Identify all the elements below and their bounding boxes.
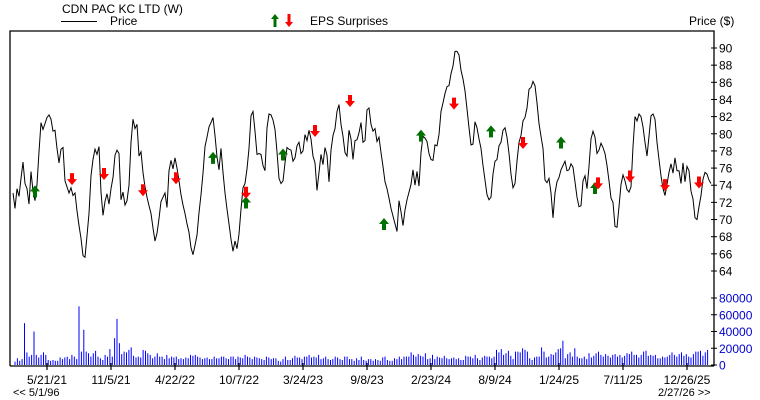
eps-up-arrow-icon xyxy=(486,125,496,138)
date-tick-label: 11/5/21 xyxy=(91,373,130,387)
eps-down-arrow-icon xyxy=(694,176,704,189)
eps-up-arrow-icon xyxy=(241,196,251,209)
price-axis: 64 66 68 70 72 74 76 78 80 82 84 86 88 90 xyxy=(711,42,733,279)
eps-down-arrow-icon xyxy=(345,95,355,108)
price-tick-label: 72 xyxy=(719,196,733,210)
eps-down-arrow-icon xyxy=(285,14,293,27)
price-tick-label: 88 xyxy=(719,59,733,73)
scroll-forward-link[interactable]: 2/27/26 >> xyxy=(658,387,711,399)
date-tick-label: 3/24/23 xyxy=(283,373,323,387)
date-tick-label: 9/8/23 xyxy=(350,373,384,387)
date-tick-label: 5/21/21 xyxy=(27,373,67,387)
price-tick-label: 70 xyxy=(719,213,733,227)
eps-down-arrow-icon xyxy=(593,177,603,190)
eps-up-arrow-icon xyxy=(271,14,279,27)
price-tick-label: 74 xyxy=(719,179,733,193)
eps-legend-label: EPS Surprises xyxy=(310,14,389,28)
eps-down-arrow-icon xyxy=(625,170,635,183)
price-tick-label: 78 xyxy=(719,144,733,158)
price-axis-label: Price ($) xyxy=(689,14,735,28)
eps-up-arrow-icon xyxy=(379,217,389,230)
volume-tick-label: 60000 xyxy=(719,308,753,322)
price-tick-label: 80 xyxy=(719,127,733,141)
date-tick-label: 7/11/25 xyxy=(603,373,642,387)
date-tick-label: 1/24/25 xyxy=(539,373,579,387)
price-tick-label: 64 xyxy=(719,265,733,279)
eps-down-arrow-icon xyxy=(310,125,320,138)
volume-tick-label: 20000 xyxy=(719,342,753,356)
price-legend-line xyxy=(61,21,97,22)
volume-tick-label: 40000 xyxy=(719,325,753,339)
price-line xyxy=(12,50,712,259)
date-tick-label: 8/9/24 xyxy=(478,373,512,387)
date-tick-label: 4/22/22 xyxy=(155,373,195,387)
price-tick-label: 66 xyxy=(719,247,733,261)
volume-tick-label: 80000 xyxy=(719,292,753,306)
date-tick-label: 12/26/25 xyxy=(664,373,711,387)
eps-markers xyxy=(30,95,704,230)
date-axis: 5/21/21 11/5/21 4/22/22 10/7/22 3/24/23 9/8/2… xyxy=(27,363,711,387)
eps-down-arrow-icon xyxy=(518,137,528,150)
price-tick-label: 82 xyxy=(719,110,733,124)
eps-up-arrow-icon xyxy=(30,185,40,198)
eps-down-arrow-icon xyxy=(449,97,459,110)
price-tick-label: 84 xyxy=(719,93,733,107)
chart-frame xyxy=(9,30,715,367)
eps-down-arrow-icon xyxy=(171,172,181,185)
scroll-back-link[interactable]: << 5/1/96 xyxy=(13,387,60,399)
price-tick-label: 68 xyxy=(719,230,733,244)
eps-down-arrow-icon xyxy=(138,184,148,197)
eps-down-arrow-icon xyxy=(99,167,109,180)
volume-axis: 0 20000 40000 60000 80000 xyxy=(711,292,753,373)
eps-up-arrow-icon xyxy=(556,136,566,149)
eps-up-arrow-icon xyxy=(416,129,426,142)
eps-down-arrow-icon xyxy=(660,179,670,192)
eps-up-arrow-icon xyxy=(208,151,218,164)
date-tick-label: 10/7/22 xyxy=(219,373,259,387)
date-tick-label: 2/23/24 xyxy=(411,373,451,387)
price-tick-label: 76 xyxy=(719,162,733,176)
eps-down-arrow-icon xyxy=(241,186,251,199)
price-tick-label: 90 xyxy=(719,42,733,56)
eps-up-arrow-icon xyxy=(278,148,288,161)
volume-tick-label: 0 xyxy=(719,359,726,373)
price-legend-label: Price xyxy=(110,14,138,28)
eps-down-arrow-icon xyxy=(67,173,77,186)
volume-bars xyxy=(14,306,709,365)
chart-title: CDN PAC KC LTD (W) xyxy=(62,2,183,16)
price-tick-label: 86 xyxy=(719,76,733,90)
eps-legend-arrows-icon xyxy=(271,14,293,27)
